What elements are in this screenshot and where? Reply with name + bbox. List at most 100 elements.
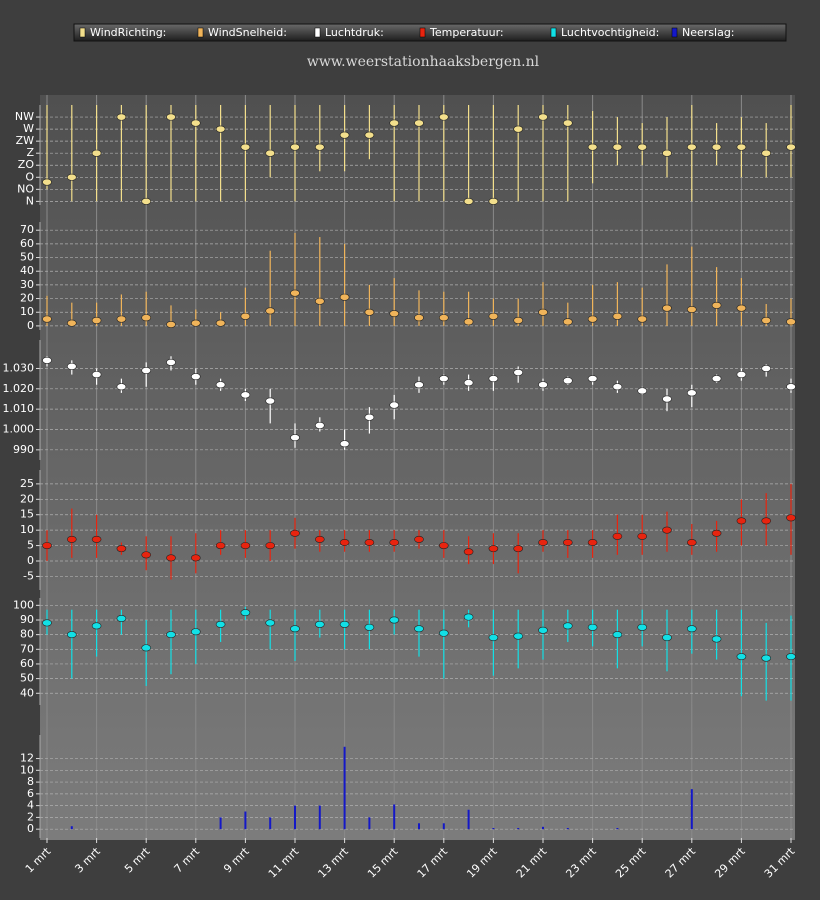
dot — [438, 542, 449, 550]
dot — [662, 304, 672, 312]
dot — [463, 379, 474, 387]
y-tick-label: 90 — [20, 613, 34, 626]
dot — [488, 545, 499, 553]
y-tick-label: 10 — [20, 523, 34, 536]
y-tick-label: 20 — [20, 492, 34, 505]
dot — [786, 514, 796, 522]
dot — [662, 149, 672, 157]
y-tick-label: 1.000 — [3, 422, 35, 435]
dot — [240, 312, 251, 320]
y-tick-label: 60 — [20, 237, 34, 250]
x-tick-label: 9 mrt — [221, 845, 252, 876]
x-tick-label: 21 mrt — [514, 845, 550, 881]
legend-swatch — [419, 27, 426, 38]
x-tick-label: 15 mrt — [365, 845, 401, 881]
y-tick-label: 2 — [27, 810, 34, 823]
legend-label: Luchtdruk: — [325, 26, 384, 39]
dot — [116, 615, 127, 623]
dot — [686, 625, 697, 633]
dot — [42, 315, 52, 323]
y-tick-label: O — [25, 170, 34, 183]
dot — [339, 538, 350, 546]
dot — [612, 383, 623, 391]
dot — [314, 297, 325, 305]
y-tick-label: ZW — [16, 134, 35, 147]
y-tick-label: 1.020 — [3, 382, 35, 395]
dot — [438, 629, 449, 637]
dot — [736, 304, 747, 312]
dot — [538, 308, 548, 316]
dot — [637, 143, 648, 151]
dot — [637, 623, 648, 631]
dot — [711, 301, 722, 309]
y-tick-label: N — [26, 194, 34, 207]
dot — [240, 609, 251, 617]
dot — [513, 369, 524, 377]
dot — [265, 397, 276, 405]
dot — [761, 316, 772, 324]
dot — [339, 293, 350, 301]
y-tick-label: 25 — [20, 477, 34, 490]
dot — [290, 143, 300, 151]
dot — [513, 545, 524, 553]
plot-area — [40, 95, 795, 840]
dot — [116, 383, 127, 391]
legend-swatch — [79, 27, 86, 38]
bar — [318, 805, 321, 830]
dot — [562, 318, 573, 326]
dot — [686, 389, 697, 397]
dot — [414, 535, 424, 543]
dot — [67, 319, 77, 327]
bar — [393, 804, 396, 830]
dot — [364, 131, 375, 139]
legend — [73, 23, 787, 42]
legend-swatch — [671, 27, 678, 38]
dot — [116, 545, 127, 553]
dot — [265, 542, 276, 550]
x-tick-label: 29 mrt — [712, 845, 748, 881]
dot — [91, 622, 102, 630]
y-tick-label: 1.010 — [3, 402, 35, 415]
dot — [290, 434, 300, 442]
y-tick-label: 40 — [20, 686, 34, 699]
dot — [191, 319, 201, 327]
legend-swatch — [550, 27, 557, 38]
y-tick-label: 100 — [13, 598, 34, 611]
y-tick-label: -5 — [23, 569, 34, 582]
dot — [786, 143, 796, 151]
chart-title: www.weerstationhaaksbergen.nl — [307, 54, 540, 70]
dot — [538, 538, 548, 546]
dot — [414, 625, 424, 633]
x-tick-label: 1 mrt — [23, 845, 54, 876]
dot — [42, 542, 52, 550]
dot — [438, 314, 449, 322]
dot — [91, 535, 102, 543]
dot — [637, 315, 648, 323]
dot — [736, 653, 747, 661]
bar — [616, 827, 619, 830]
y-tick-label: 10 — [20, 763, 34, 776]
dot — [562, 377, 573, 385]
dot — [711, 529, 722, 537]
x-tick-label: 7 mrt — [172, 845, 203, 876]
x-tick-label: 3 mrt — [72, 845, 103, 876]
dot — [364, 308, 375, 316]
dot — [314, 143, 325, 151]
y-tick-label: 20 — [20, 292, 34, 305]
bar — [492, 827, 495, 830]
dot — [389, 538, 400, 546]
bar — [343, 746, 346, 830]
dot — [414, 119, 424, 127]
dot — [463, 197, 474, 205]
dot — [786, 318, 796, 326]
y-tick-label: 30 — [20, 278, 34, 291]
dot — [389, 616, 400, 624]
dot — [42, 356, 52, 364]
y-tick-label: Z — [26, 146, 34, 159]
dot — [587, 623, 598, 631]
dot — [290, 625, 300, 633]
dot — [736, 371, 747, 379]
dot — [314, 535, 325, 543]
dot — [290, 289, 300, 297]
dot — [414, 314, 424, 322]
